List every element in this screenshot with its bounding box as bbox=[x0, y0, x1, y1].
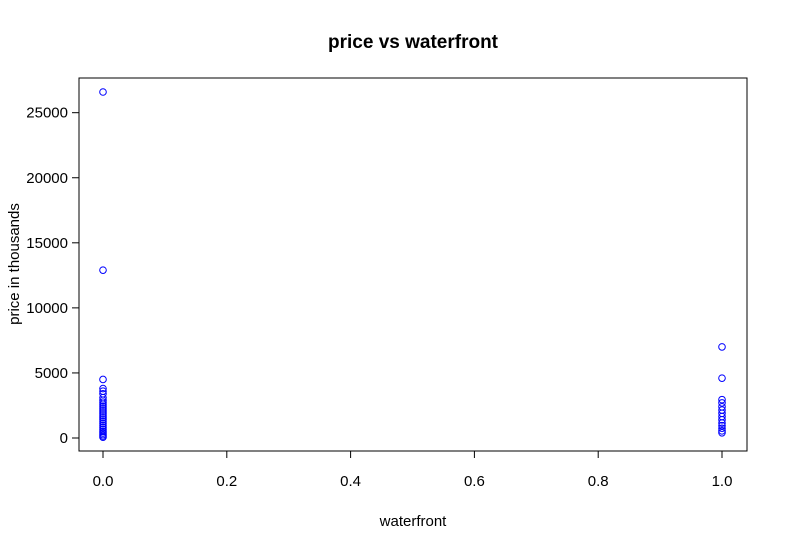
y-tick-label: 25000 bbox=[26, 105, 68, 122]
data-point bbox=[99, 396, 107, 405]
data-point bbox=[718, 343, 726, 351]
data-point bbox=[99, 414, 107, 422]
data-point bbox=[99, 375, 107, 384]
y-axis: 0 5000 10000 15000 20000 25000 bbox=[26, 105, 80, 447]
data-point bbox=[99, 384, 107, 393]
data-point bbox=[99, 266, 107, 274]
x-axis-label: waterfront bbox=[379, 513, 448, 530]
data-point bbox=[99, 404, 107, 412]
data-point bbox=[99, 410, 107, 418]
data-point bbox=[718, 424, 726, 433]
data-point bbox=[718, 421, 726, 430]
data-point bbox=[99, 408, 107, 416]
x-tick-label: 0.0 bbox=[93, 473, 114, 490]
y-axis-label: price in thousands bbox=[6, 203, 23, 325]
x-tick-label: 0.8 bbox=[588, 473, 609, 490]
data-point bbox=[99, 419, 107, 428]
data-point bbox=[99, 415, 107, 424]
data-point bbox=[718, 399, 726, 407]
data-point bbox=[718, 419, 726, 427]
data-point bbox=[99, 398, 107, 407]
data-point bbox=[99, 412, 107, 420]
y-tick-label: 0 bbox=[60, 430, 68, 447]
data-point bbox=[99, 406, 107, 414]
data-point bbox=[718, 427, 726, 435]
x-tick-label: 1.0 bbox=[712, 473, 733, 490]
data-point bbox=[718, 395, 726, 404]
y-tick-label: 5000 bbox=[35, 365, 68, 382]
x-tick-label: 0.4 bbox=[340, 473, 361, 490]
data-point bbox=[99, 433, 107, 442]
y-tick-label: 15000 bbox=[26, 235, 68, 252]
data-point bbox=[99, 88, 107, 96]
data-point bbox=[718, 374, 726, 382]
data-point bbox=[718, 428, 726, 437]
data-point bbox=[99, 421, 107, 430]
data-point bbox=[718, 415, 726, 424]
data-point bbox=[99, 402, 107, 410]
data-point bbox=[99, 417, 107, 426]
data-points bbox=[99, 88, 726, 442]
data-point bbox=[99, 400, 107, 408]
y-tick-label: 10000 bbox=[26, 300, 68, 317]
x-tick-label: 0.6 bbox=[464, 473, 485, 490]
chart-title: price vs waterfront bbox=[328, 32, 499, 53]
y-tick-label: 20000 bbox=[26, 170, 68, 187]
x-tick-label: 0.2 bbox=[216, 473, 237, 490]
plot-box bbox=[78, 77, 748, 452]
x-axis: 0.0 0.2 0.4 0.6 0.8 1.0 bbox=[93, 450, 733, 490]
